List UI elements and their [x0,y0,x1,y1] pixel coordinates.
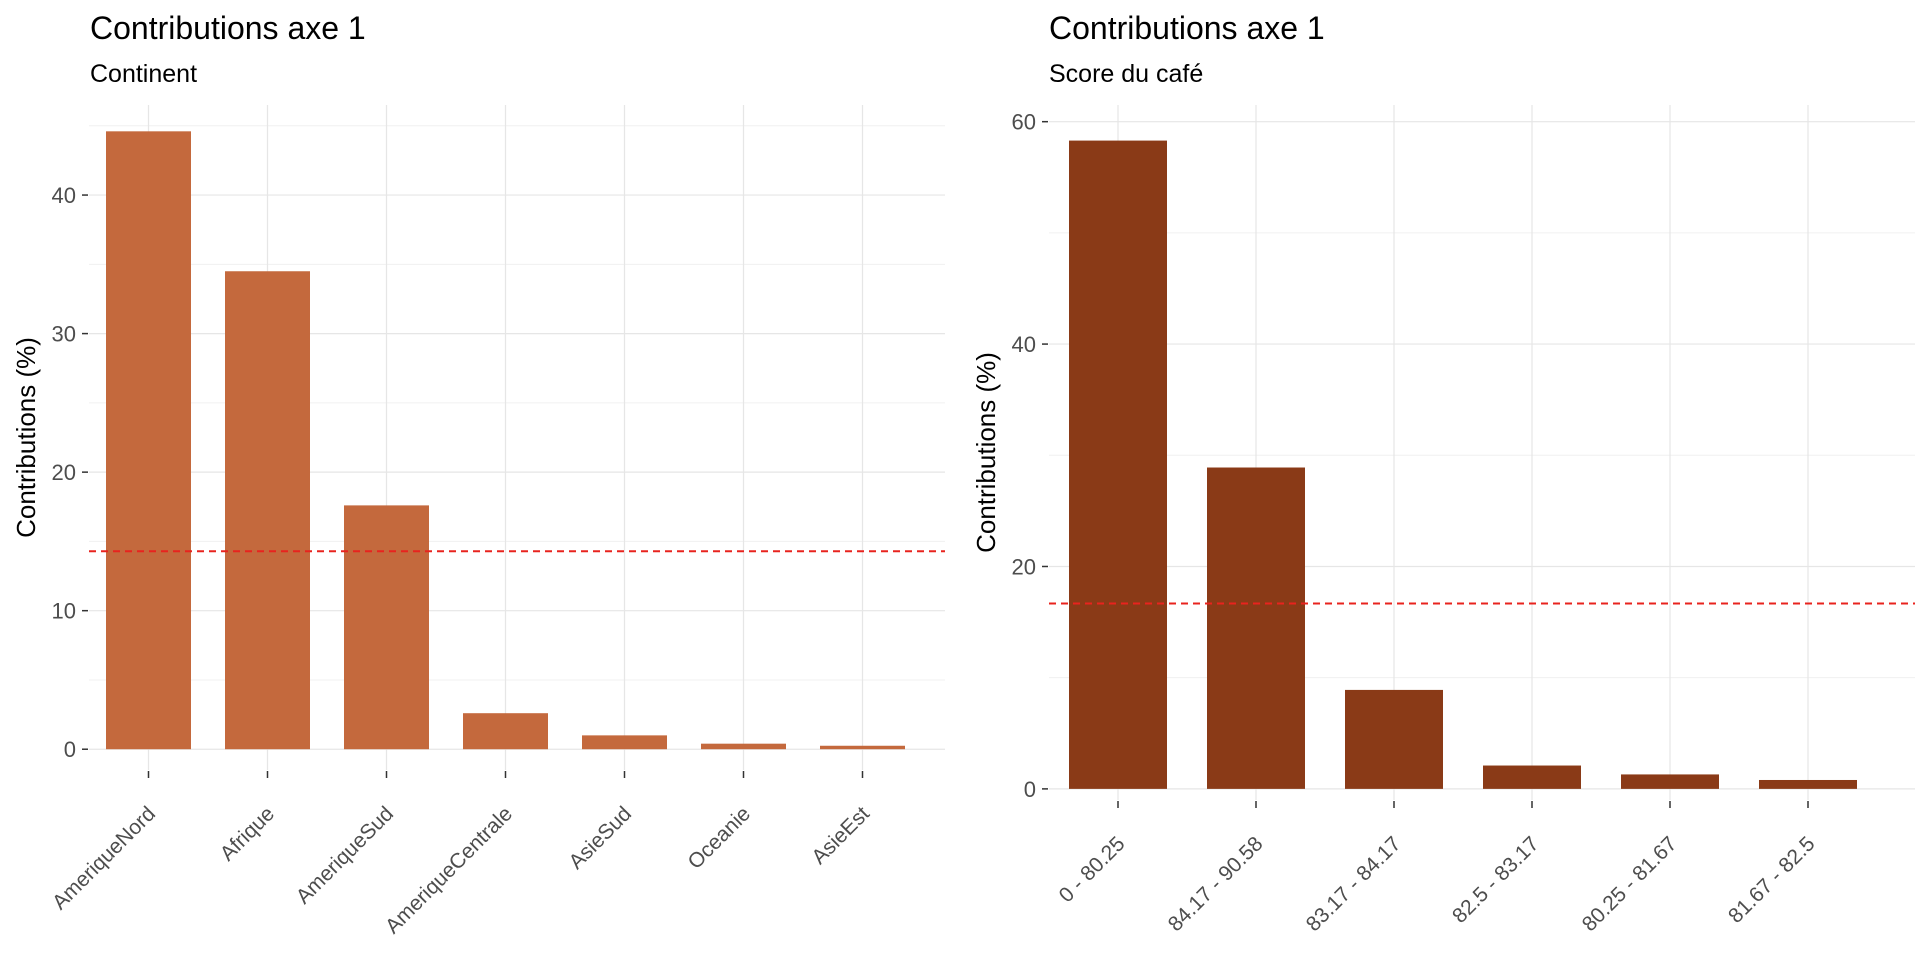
grid [89,105,945,770]
x-tick-label: 80.25 - 81.67 [1578,832,1682,936]
bar-oceanie [701,743,786,750]
y-tick-label: 40 [1012,332,1036,357]
bar-82-5-83-17 [1483,765,1581,789]
chart-subtitle: Continent [90,60,198,88]
x-tick-label: AmeriqueSud [292,802,398,908]
chart-title: Contributions axe 1 [90,10,366,46]
y-axis-label: Contributions (%) [11,337,41,538]
x-tick-label: 84.17 - 90.58 [1164,832,1268,936]
x-tick-label: AmeriqueNord [48,802,160,914]
bar-chart-score: 0 20 40 60 Contributions (%) 0 - 80.25 84.17 -… [971,105,1915,936]
x-tick-label: 83.17 - 84.17 [1302,832,1406,936]
chart-title: Contributions axe 1 [1049,10,1325,46]
bar-83-17-84-17 [1345,689,1443,789]
y-axis: 0 10 20 30 40 [52,183,88,762]
y-tick-label: 0 [64,737,76,762]
bar-asiesud [582,735,667,750]
chart-panel-score: Contributions axe 1 Score du café 0 20 40 6… [960,0,1920,960]
bar-84-17-90-58 [1207,467,1305,789]
x-tick-label: AmeriqueCentrale [381,802,517,938]
x-tick-label: AsieSud [564,802,636,874]
y-tick-label: 20 [52,460,76,485]
x-tick-label: 0 - 80.25 [1055,832,1130,907]
x-tick-label: 81.67 - 82.5 [1724,832,1820,928]
bar-ameriquenord [106,131,191,750]
y-tick-label: 30 [52,322,76,347]
bar-81-67-82-5 [1759,779,1857,789]
x-tick-label: AsieEst [807,802,874,869]
bar-0-80-25 [1069,140,1167,789]
y-tick-label: 0 [1024,777,1036,802]
y-axis: 0 20 40 60 [1012,110,1048,802]
bars [1069,140,1857,789]
chart-subtitle: Score du café [1049,60,1204,88]
bar-afrique [225,271,310,750]
bar-ameriquecentrale [463,713,548,750]
x-tick-label: Oceanie [683,802,755,874]
bars [106,131,905,750]
bar-80-25-81-67 [1621,774,1719,789]
y-tick-label: 10 [52,599,76,624]
bar-chart-continent: 0 10 20 30 40 Contributions (%) AmeriqueNord Af… [11,105,945,938]
chart-panel-continent: Contributions axe 1 Continent 0 10 20 30 40 C… [11,10,945,938]
x-axis: AmeriqueNord Afrique AmeriqueSudAmeriqueCe… [48,771,874,938]
x-axis: 0 - 80.25 84.17 - 90.58 83.17 - 84.17 82.5 … [1055,801,1820,936]
y-tick-label: 60 [1012,110,1036,135]
y-tick-label: 40 [52,183,76,208]
x-tick-label: Afrique [216,802,279,865]
grid [1049,105,1915,800]
y-axis-label: Contributions (%) [971,352,1001,553]
y-tick-label: 20 [1012,554,1036,579]
bar-ameriquesud [344,505,429,750]
x-tick-label: 82.5 - 83.17 [1448,832,1544,928]
bar-asieest [820,745,905,750]
